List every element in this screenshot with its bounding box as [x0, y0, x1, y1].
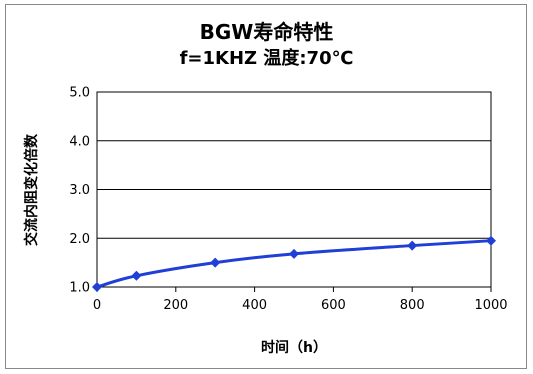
x-tick-label: 400 — [242, 298, 267, 313]
chart-title: BGW寿命特性 — [199, 20, 334, 44]
chart-subtitle: f=1KHZ 温度:70℃ — [179, 48, 354, 69]
data-point-marker — [131, 270, 142, 281]
y-tick-label: 1.0 — [69, 281, 90, 296]
y-tick-label: 2.0 — [69, 232, 90, 247]
data-point-marker — [210, 257, 221, 268]
x-tick-label: 0 — [93, 298, 101, 313]
data-point-marker — [92, 282, 102, 292]
x-tick-label: 1000 — [474, 298, 507, 313]
x-tick-label: 800 — [400, 298, 425, 313]
series-layer — [92, 235, 496, 292]
y-tick-label: 5.0 — [69, 86, 90, 101]
data-point-marker — [486, 235, 496, 246]
data-point-marker — [407, 240, 418, 251]
y-tick-labels: 1.0 2.0 3.0 4.0 5.0 — [69, 86, 90, 296]
x-tick-labels: 0 200 400 600 800 1000 — [93, 287, 508, 313]
y-tick-label: 4.0 — [69, 134, 90, 149]
x-axis-title: 时间（h） — [261, 339, 327, 356]
x-tick-label: 200 — [163, 298, 188, 313]
y-tick-label: 3.0 — [69, 183, 90, 198]
x-tick-label: 600 — [321, 298, 346, 313]
grid-lines — [97, 91, 491, 288]
data-point-marker — [289, 248, 299, 259]
y-axis-title: 交流内阻变化倍数 — [23, 133, 40, 246]
